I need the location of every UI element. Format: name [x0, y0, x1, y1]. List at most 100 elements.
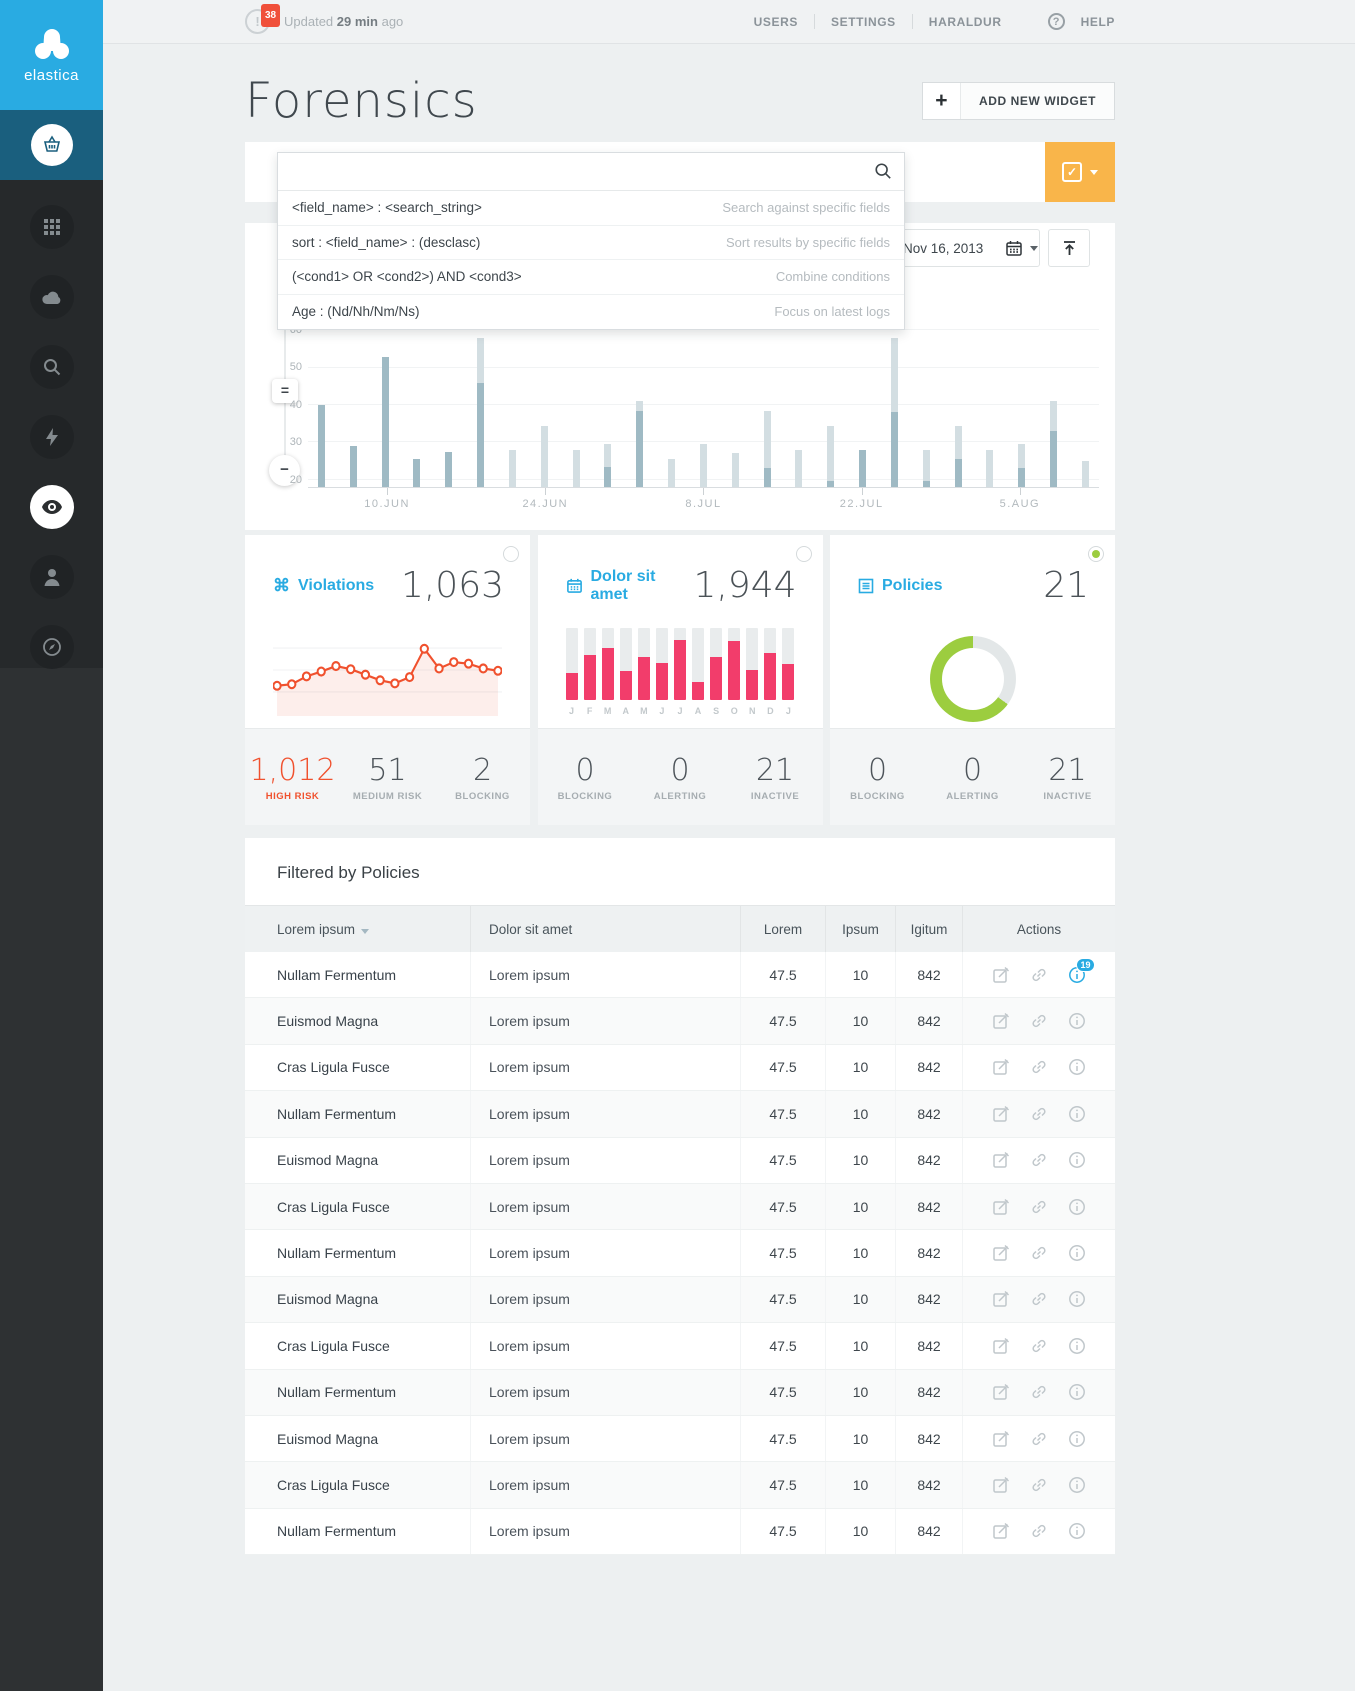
search-suggestion[interactable]: (<cond1> OR <cond2>) AND <cond3> Combine… — [278, 260, 904, 295]
table-row[interactable]: Cras Ligula Fusce Lorem ipsum 47.5 10 84… — [245, 1323, 1115, 1370]
table-row[interactable]: Nullam Fermentum Lorem ipsum 47.5 10 842 — [245, 1369, 1115, 1416]
table-row[interactable]: Euismod Magna Lorem ipsum 47.5 10 842 — [245, 1415, 1115, 1463]
timeline-bar[interactable] — [668, 323, 676, 487]
month-bar[interactable]: M — [601, 628, 614, 716]
edit-icon[interactable] — [992, 1430, 1010, 1448]
search-suggestion[interactable]: <field_name> : <search_string> Search ag… — [278, 191, 904, 226]
nav-users[interactable]: USERS — [753, 14, 798, 29]
edit-icon[interactable] — [992, 1012, 1010, 1030]
scroll-top-button[interactable] — [1048, 229, 1090, 267]
link-icon[interactable] — [1030, 1430, 1048, 1448]
timeline-bar[interactable] — [890, 323, 898, 487]
link-icon[interactable] — [1030, 1522, 1048, 1540]
sidebar-item-search[interactable] — [29, 345, 74, 389]
timeline-bar[interactable] — [1081, 323, 1089, 487]
column-header-igitum[interactable]: Igitum — [895, 906, 962, 952]
info-icon[interactable] — [1068, 1012, 1086, 1030]
edit-icon[interactable] — [992, 1105, 1010, 1123]
timeline-bar[interactable] — [731, 323, 739, 487]
month-bar[interactable]: M — [637, 628, 650, 716]
edit-icon[interactable] — [992, 1151, 1010, 1169]
month-bar[interactable]: J — [655, 628, 668, 716]
month-bar[interactable]: A — [692, 628, 705, 716]
link-icon[interactable] — [1030, 1383, 1048, 1401]
link-icon[interactable] — [1030, 1198, 1048, 1216]
link-icon[interactable] — [1030, 1290, 1048, 1308]
month-bar[interactable]: F — [583, 628, 596, 716]
timeline-bar[interactable] — [1018, 323, 1026, 487]
date-picker[interactable]: Nov 16, 2013 — [888, 229, 1040, 267]
month-bar[interactable]: O — [728, 628, 741, 716]
widget-radio-selected[interactable] — [1088, 546, 1104, 562]
sidebar-item-explore[interactable] — [29, 625, 74, 669]
info-icon[interactable] — [1068, 1151, 1086, 1169]
search-suggestion[interactable]: sort : <field_name> : (desclasc) Sort re… — [278, 225, 904, 260]
info-icon[interactable] — [1068, 1105, 1086, 1123]
timeline-bar[interactable] — [477, 323, 485, 487]
link-icon[interactable] — [1030, 1244, 1048, 1262]
info-icon[interactable] — [1068, 1198, 1086, 1216]
edit-icon[interactable] — [992, 966, 1010, 984]
month-bar[interactable]: A — [619, 628, 632, 716]
info-icon[interactable] — [1068, 1430, 1086, 1448]
zoom-out-button[interactable]: − — [269, 455, 300, 486]
info-icon[interactable] — [1068, 1058, 1086, 1076]
notification-icon[interactable]: ! 38 — [245, 4, 281, 34]
help-icon[interactable]: ? — [1047, 13, 1065, 30]
info-icon[interactable] — [1068, 1522, 1086, 1540]
table-row[interactable]: Euismod Magna Lorem ipsum 47.5 10 842 — [245, 1276, 1115, 1324]
timeline-bar[interactable] — [986, 323, 994, 487]
link-icon[interactable] — [1030, 1058, 1048, 1076]
timeline-bar[interactable] — [859, 323, 867, 487]
nav-account[interactable]: HARALDUR — [928, 14, 1002, 29]
column-header-name[interactable]: Lorem ipsum — [245, 922, 470, 937]
sidebar-item-activity[interactable] — [29, 415, 74, 459]
table-row[interactable]: Nullam Fermentum Lorem ipsum 47.5 10 842 — [245, 1230, 1115, 1277]
link-icon[interactable] — [1030, 1151, 1048, 1169]
edit-icon[interactable] — [992, 1058, 1010, 1076]
search-input[interactable] — [278, 153, 904, 190]
link-icon[interactable] — [1030, 1105, 1048, 1123]
info-icon[interactable] — [1068, 1337, 1086, 1355]
edit-icon[interactable] — [992, 1244, 1010, 1262]
timeline-bar[interactable] — [349, 323, 357, 487]
table-row[interactable]: Nullam Fermentum Lorem ipsum 47.5 10 842… — [245, 952, 1115, 999]
timeline-bar[interactable] — [954, 323, 962, 487]
timeline-bar[interactable] — [572, 323, 580, 487]
timeline-bar[interactable] — [827, 323, 835, 487]
info-icon[interactable] — [1068, 1476, 1086, 1494]
edit-icon[interactable] — [992, 1337, 1010, 1355]
nav-settings[interactable]: SETTINGS — [830, 14, 896, 29]
sidebar-item-cloud[interactable] — [29, 275, 74, 319]
table-row[interactable]: Cras Ligula Fusce Lorem ipsum 47.5 10 84… — [245, 1183, 1115, 1231]
month-bar[interactable]: S — [710, 628, 723, 716]
timeline-bar[interactable] — [763, 323, 771, 487]
zoom-handle[interactable]: = — [272, 379, 298, 403]
search-submit-button[interactable]: ✓ — [1045, 142, 1115, 202]
column-header-ipsum[interactable]: Ipsum — [825, 906, 895, 952]
info-icon[interactable] — [1068, 1383, 1086, 1401]
edit-icon[interactable] — [992, 1476, 1010, 1494]
month-bar[interactable]: D — [764, 628, 777, 716]
edit-icon[interactable] — [992, 1522, 1010, 1540]
nav-help[interactable]: HELP — [1080, 14, 1115, 29]
timeline-bar[interactable] — [795, 323, 803, 487]
widget-radio[interactable] — [795, 546, 812, 562]
timeline-bar[interactable] — [381, 323, 389, 487]
table-row[interactable]: Cras Ligula Fusce Lorem ipsum 47.5 10 84… — [245, 1462, 1115, 1509]
sidebar-item-apps[interactable] — [29, 205, 74, 249]
timeline-bar[interactable] — [922, 323, 930, 487]
timeline-bar[interactable] — [604, 323, 612, 487]
search-suggestion[interactable]: Age : (Nd/Nh/Nm/Ns) Focus on latest logs — [278, 294, 904, 329]
timeline-bar[interactable] — [445, 323, 453, 487]
table-row[interactable]: Euismod Magna Lorem ipsum 47.5 10 842 — [245, 1137, 1115, 1184]
sidebar-item-forensics[interactable] — [29, 485, 74, 529]
month-bar[interactable]: J — [673, 628, 686, 716]
info-icon[interactable] — [1068, 1290, 1086, 1308]
table-row[interactable]: Nullam Fermentum Lorem ipsum 47.5 10 842 — [245, 1091, 1115, 1138]
sidebar-item-store[interactable] — [0, 110, 103, 180]
timeline-plot[interactable]: 2030405060 — [290, 323, 1099, 488]
month-bar[interactable]: N — [746, 628, 759, 716]
timeline-bar[interactable] — [413, 323, 421, 487]
sidebar-item-users[interactable] — [29, 555, 74, 599]
